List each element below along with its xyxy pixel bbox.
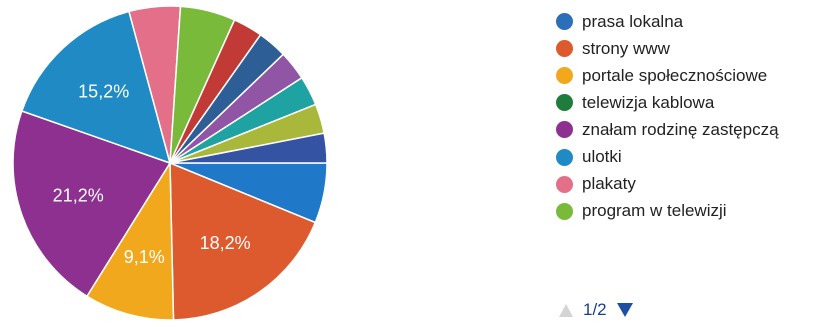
legend-dot-icon — [556, 40, 573, 58]
pie-chart: 18,2% 9,1% 21,2% 15,2% — [12, 5, 328, 321]
legend-dot-icon — [556, 94, 573, 112]
legend-label: plakaty — [582, 174, 636, 194]
pie-slice[interactable] — [85, 160, 175, 321]
pie-slice[interactable] — [12, 110, 172, 298]
pie-slice[interactable] — [169, 132, 328, 164]
legend-label: prasa lokalna — [582, 11, 684, 31]
legend-dot-icon — [556, 202, 573, 220]
legend-label: program w telewizji — [582, 201, 727, 221]
legend-label: ulotki — [582, 147, 622, 167]
legend-dot-icon — [556, 13, 573, 31]
triangle-down-icon[interactable] — [616, 303, 633, 317]
legend-item[interactable]: ulotki — [556, 143, 826, 170]
legend-pager: 1/2 — [559, 300, 633, 320]
legend-dot-icon — [556, 67, 573, 85]
legend-item[interactable]: znałam rodzinę zastępczą — [556, 116, 826, 143]
legend-label: strony www — [582, 38, 670, 58]
legend-label: portale społecznościowe — [582, 65, 768, 85]
chart-legend: prasa lokalna strony www portale społecz… — [556, 8, 826, 225]
pie-slice[interactable] — [20, 10, 172, 165]
slice-data-label: 15,2% — [78, 82, 129, 102]
legend-item[interactable]: prasa lokalna — [556, 8, 826, 35]
legend-item[interactable]: portale społecznościowe — [556, 62, 826, 89]
legend-item[interactable]: telewizja kablowa — [556, 89, 826, 116]
legend-dot-icon — [556, 175, 573, 193]
legend-item[interactable]: plakaty — [556, 171, 826, 198]
legend-item[interactable]: program w telewizji — [556, 198, 826, 225]
legend-label: telewizja kablowa — [582, 92, 715, 112]
legend-dot-icon — [556, 148, 573, 166]
pager-text: 1/2 — [583, 300, 607, 319]
legend-dot-icon — [556, 121, 573, 139]
triangle-up-icon[interactable] — [559, 303, 573, 317]
slice-data-label: 21,2% — [53, 185, 104, 205]
slice-data-label: 9,1% — [124, 247, 165, 267]
legend-item[interactable]: strony www — [556, 35, 826, 62]
legend-label: znałam rodzinę zastępczą — [582, 119, 779, 139]
pie-slice[interactable] — [169, 161, 317, 321]
pie-chart-svg: 18,2% 9,1% 21,2% 15,2% — [12, 5, 328, 321]
slice-data-label: 18,2% — [200, 233, 251, 253]
